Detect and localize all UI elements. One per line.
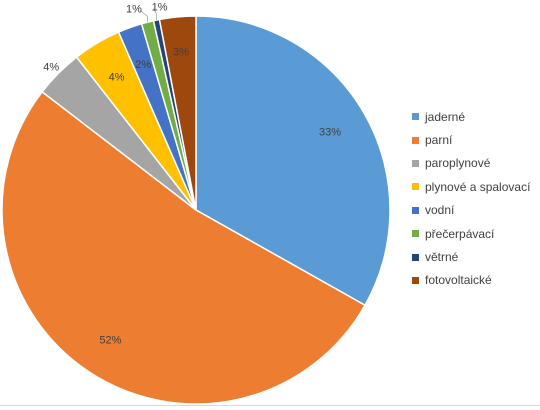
legend-swatch-8 [412,276,419,284]
legend-item-3: paroplynové [412,152,537,175]
leader-line-6 [139,10,148,23]
legend-label-3: paroplynové [425,156,491,171]
legend-label-7: větrné [425,250,459,265]
legend-label-2: parní [425,133,453,148]
data-label-4: 4% [109,72,125,84]
legend-swatch-5 [412,206,419,214]
leader-lines [139,8,157,23]
legend-item-4: plynové a spalovací [412,175,537,198]
legend-label-5: vodní [425,203,455,218]
legend-swatch-6 [412,230,419,238]
pie-slice-8 [158,15,197,211]
pie-slice-2 [1,90,367,405]
data-label-3: 4% [43,61,59,73]
legend-label-6: přečerpávací [425,226,495,241]
data-label-1: 33% [319,127,341,139]
legend-swatch-1 [412,113,419,121]
bottom-divider [0,405,540,406]
legend-item-7: větrné [412,245,537,268]
legend-swatch-2 [412,136,419,144]
legend-swatch-3 [412,159,419,167]
pie-slices [1,15,391,405]
data-label-6: 1% [126,4,142,16]
data-label-7: 1% [152,1,168,13]
legend-label-8: fotovoltaické [425,273,492,288]
data-label-8: 3% [173,47,189,59]
legend-item-5: vodní [412,199,537,222]
legend-item-8: fotovoltaické [412,269,537,292]
data-labels: 33% 52% 4% 4% 2% 1% 1% 3% [43,1,341,346]
data-label-5: 2% [135,59,151,71]
legend-label-4: plynové a spalovací [425,179,531,194]
legend-label-1: jaderné [425,109,466,124]
legend-item-6: přečerpávací [412,222,537,245]
leader-line-7 [153,8,157,21]
legend-item-1: jaderné [412,105,537,128]
pie-slice-1 [195,15,391,307]
legend-swatch-7 [412,253,419,261]
legend-swatch-4 [412,183,419,191]
data-label-2: 52% [99,335,121,347]
legend-item-2: parní [412,128,537,151]
chart-legend: jaderné parní paroplynové plynové a spalova… [412,105,537,292]
